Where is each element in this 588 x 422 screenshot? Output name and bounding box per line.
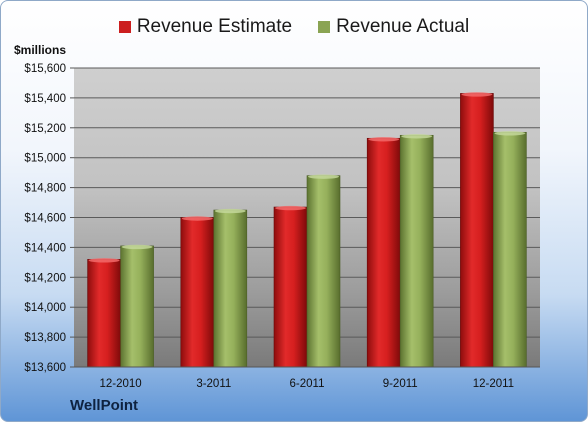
y-tick-label: $15,000 [24,153,66,165]
y-tick-label: $14,200 [24,272,66,284]
y-axis-ticks: $13,600 $13,800 $14,000 $14,200 $14,400 $14,6… [24,63,74,374]
y-axis-unit-label: $millions [14,43,67,57]
x-tick-label: 9-2011 [383,378,418,390]
bar-actual [120,245,154,368]
y-tick-label: $15,200 [24,123,66,135]
bar-estimate-highlight [275,205,306,211]
bar-actual-highlight [308,174,339,179]
y-tick-label: $14,600 [24,213,66,225]
legend-label-estimate: Revenue Estimate [136,16,293,37]
bar-actual [306,175,341,368]
bar-estimate [87,259,121,368]
bar-actual-highlight [401,134,433,139]
x-tick-label: 6-2011 [290,378,325,390]
bar-estimate-highlight [368,137,400,142]
bar-actual-highlight [214,208,246,214]
legend-label-actual: Revenue Actual [336,16,470,37]
y-tick-label: $15,400 [24,93,66,105]
legend: Revenue Estimate Revenue Actual [0,16,588,38]
bar-actual-highlight [121,244,153,250]
bar-estimate [180,217,215,368]
bar-actual [493,131,527,368]
x-tick-label: 12-2010 [99,378,141,390]
x-tick-label: 12-2011 [473,378,514,390]
bar-actual [213,209,248,368]
bar-estimate [273,206,308,368]
y-tick-label: $14,000 [24,302,66,314]
company-label: WellPoint [70,397,139,414]
y-tick-label: $13,600 [24,362,66,374]
bar-estimate [460,93,494,368]
x-axis-ticks: 12-2010 3-2011 6-2011 9-2011 12-2011 [99,378,514,390]
bar-actual-highlight [494,131,526,136]
legend-swatch-actual [318,21,331,33]
bar-estimate [366,137,401,368]
legend-item-actual: Revenue Actual [318,16,469,38]
x-tick-label: 3-2011 [196,378,231,390]
bar-actual [399,134,434,368]
bars [87,92,527,368]
y-tick-label: $14,800 [24,183,66,195]
bar-estimate-highlight [181,216,213,221]
y-tick-label: $13,800 [24,332,66,344]
y-tick-label: $15,600 [24,63,66,75]
legend-item-estimate: Revenue Estimate [118,16,293,38]
legend-swatch-estimate [118,21,131,33]
y-tick-label: $14,400 [24,242,66,254]
bar-estimate-highlight [461,92,493,97]
bar-estimate-highlight [88,258,120,263]
